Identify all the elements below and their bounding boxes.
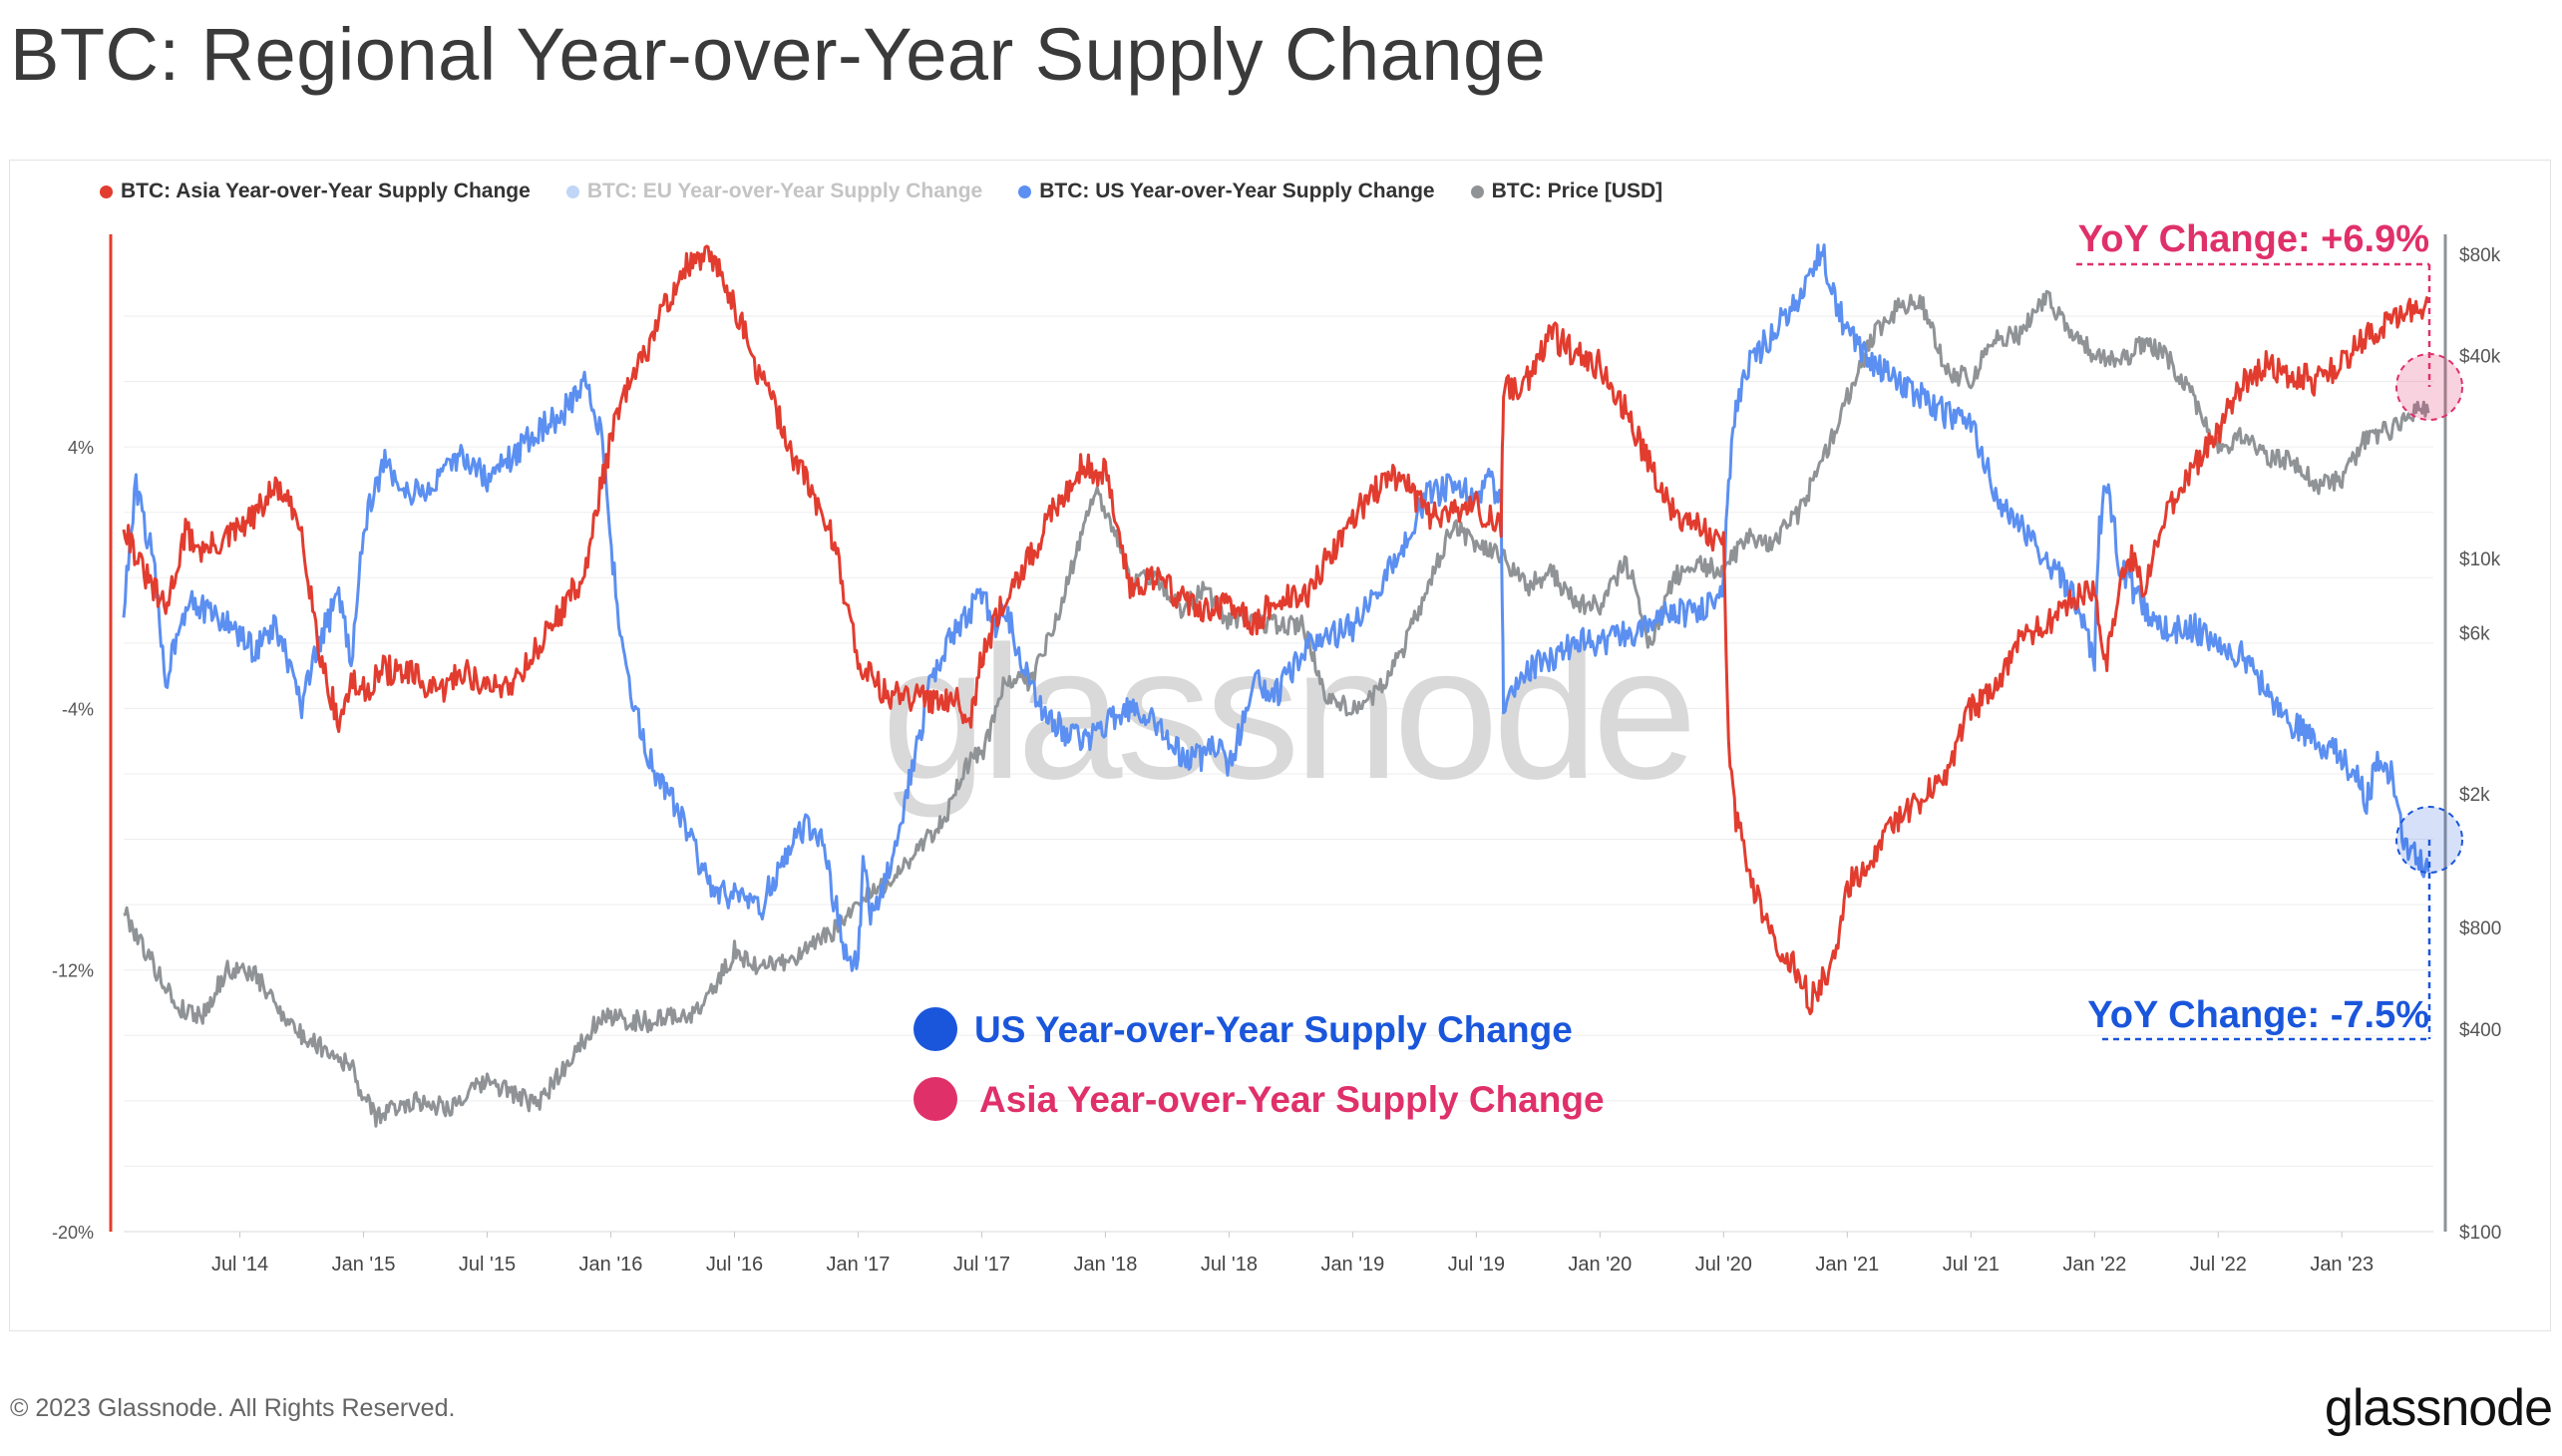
x-tick-label: Jan '15 <box>332 1254 396 1275</box>
us-key-label: US Year-over-Year Supply Change <box>974 1009 1573 1050</box>
footer-copyright: © 2023 Glassnode. All Rights Reserved. <box>10 1394 456 1422</box>
series-line-us <box>122 243 2430 972</box>
y-right-tick-label: $80k <box>2459 245 2501 266</box>
x-tick-label: Jul '14 <box>211 1254 268 1275</box>
series-line-price <box>123 289 2430 1128</box>
x-tick-label: Jul '18 <box>1201 1254 1258 1275</box>
asia-callout-label: YoY Change: +6.9% <box>2078 218 2429 260</box>
legend-label-eu: BTC: EU Year-over-Year Supply Change <box>586 180 983 202</box>
legend-item-price[interactable]: BTC: Price [USD] <box>1470 180 1663 203</box>
y-left-tick-label: 4% <box>68 438 94 458</box>
x-tick-label: Jan '22 <box>2062 1254 2126 1275</box>
legend-item-us[interactable]: BTC: US Year-over-Year Supply Change <box>1018 180 1435 203</box>
legend-dot-us <box>1018 184 1032 198</box>
us-highlight-circle <box>2395 806 2463 874</box>
y-right-tick-label: $40k <box>2459 347 2501 368</box>
x-tick-label: Jul '16 <box>706 1254 763 1275</box>
legend-item-eu[interactable]: BTC: EU Year-over-Year Supply Change <box>565 180 983 203</box>
y-left-tick-label: -4% <box>62 699 94 719</box>
legend-item-asia[interactable]: BTC: Asia Year-over-Year Supply Change <box>100 180 531 203</box>
y-right-tick-label: $400 <box>2459 1020 2501 1041</box>
x-tick-label: Jan '16 <box>579 1254 643 1275</box>
y-left-ticks: 4% -4% -12% -20% <box>52 438 94 1243</box>
y-right-tick-label: $100 <box>2459 1223 2501 1244</box>
legend-label-asia: BTC: Asia Year-over-Year Supply Change <box>121 180 531 202</box>
y-left-tick-label: -12% <box>52 961 94 981</box>
legend-label-us: BTC: US Year-over-Year Supply Change <box>1039 180 1435 202</box>
y-right-tick-label: $6k <box>2459 624 2490 645</box>
asia-key-label: Asia Year-over-Year Supply Change <box>979 1079 1605 1120</box>
y-right-tick-label: $800 <box>2459 918 2501 939</box>
series-line-asia <box>122 244 2430 1016</box>
x-tick-label: Jan '18 <box>1073 1254 1137 1275</box>
page-title: BTC: Regional Year-over-Year Supply Chan… <box>10 13 1547 96</box>
us-callout-label: YoY Change: -7.5% <box>2087 994 2429 1036</box>
x-tick-label: Jan '20 <box>1568 1254 1632 1275</box>
footer-brand-logo: glassnode <box>2324 1379 2553 1437</box>
x-tick-label: Jan '17 <box>827 1254 891 1275</box>
watermark-text: glassnode <box>882 607 1691 819</box>
y-right-tick-label: $10k <box>2459 549 2501 570</box>
legend-dot-asia <box>100 184 113 198</box>
x-tick-label: Jan '21 <box>1815 1254 1879 1275</box>
asia-highlight-circle <box>2395 353 2463 421</box>
asia-key-dot <box>914 1077 957 1121</box>
legend-dot-price <box>1470 184 1484 198</box>
x-ticks: Jul '14 Jan '15 Jul '15 Jan '16 Jul '16 Jan '… <box>211 1232 2374 1275</box>
x-tick-label: Jul '22 <box>2190 1254 2247 1275</box>
y-right-tick-label: $2k <box>2459 785 2490 806</box>
x-tick-label: Jul '19 <box>1448 1254 1505 1275</box>
chart-legend: BTC: Asia Year-over-Year Supply Change B… <box>100 180 1662 203</box>
x-tick-label: Jan '19 <box>1320 1254 1384 1275</box>
series-layer <box>122 243 2430 1128</box>
legend-label-price: BTC: Price [USD] <box>1491 180 1663 202</box>
x-tick-label: Jul '20 <box>1695 1254 1752 1275</box>
y-left-tick-label: -20% <box>52 1223 94 1243</box>
us-key-dot <box>914 1007 957 1051</box>
x-tick-label: Jul '15 <box>459 1254 516 1275</box>
y-right-ticks: $80k $40k $10k $6k $2k $800 $400 $100 <box>2459 245 2501 1244</box>
x-tick-label: Jul '21 <box>1943 1254 2000 1275</box>
legend-dot-eu <box>565 184 579 198</box>
x-tick-label: Jul '17 <box>953 1254 1010 1275</box>
x-tick-label: Jan '23 <box>2310 1254 2374 1275</box>
